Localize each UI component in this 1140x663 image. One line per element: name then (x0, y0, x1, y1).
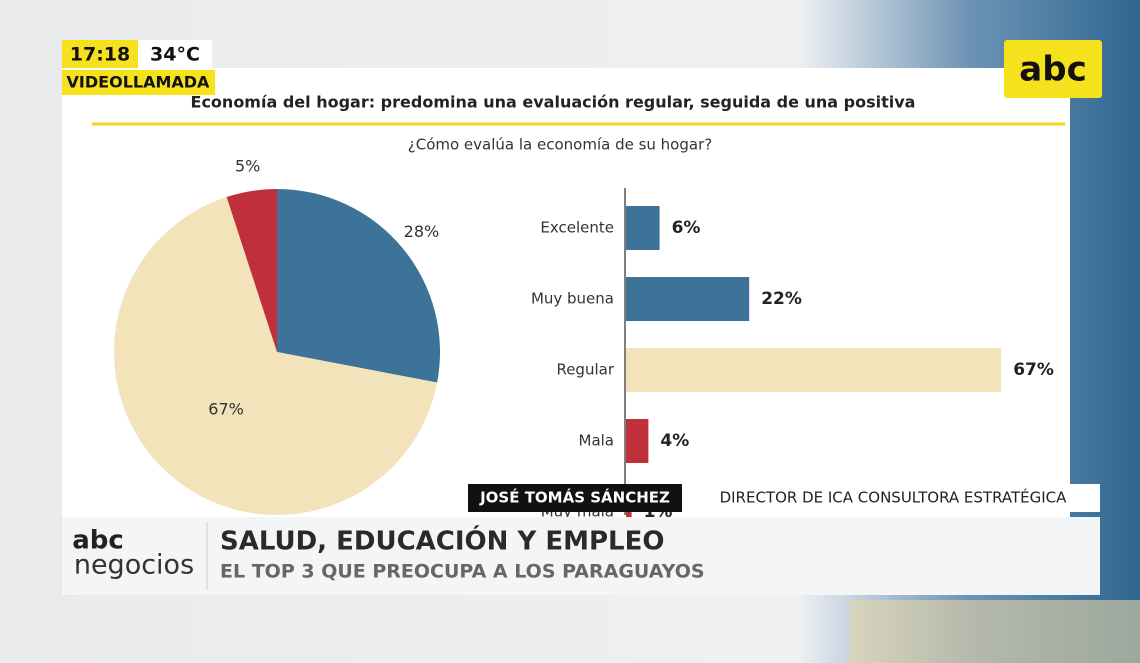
temperature-box (138, 40, 212, 68)
guest-role: DIRECTOR DE ICA CONSULTORA ESTRATÉGICA (720, 488, 1068, 507)
background-blur (850, 600, 1140, 663)
value-label: 22% (761, 289, 802, 309)
mode: VIDEOLLAMADA (67, 73, 211, 92)
temperature: 34°C (150, 44, 200, 66)
pie-label: 67% (208, 399, 244, 418)
category-label: Mala (579, 432, 615, 450)
bar (626, 419, 649, 463)
pie-slice (114, 196, 438, 515)
bar (626, 348, 1002, 392)
brand-section: negocios (74, 550, 194, 581)
guest-name-box (468, 484, 682, 512)
bar (626, 206, 660, 250)
charts: 28% 67% 5% Excelente 6% Muy buena 22% Regular 67… (114, 156, 1054, 534)
slide-title: Economía del hogar: predomina una evalua… (191, 93, 916, 112)
guest-name: JOSÉ TOMÁS SÁNCHEZ (479, 488, 670, 507)
headline: SALUD, EDUCACIÓN Y EMPLEO (220, 525, 664, 557)
pie-slice (277, 189, 440, 383)
bar (626, 277, 750, 321)
category-label: Excelente (540, 219, 614, 237)
pie-label: 28% (404, 222, 440, 241)
subheadline: EL TOP 3 QUE PREOCUPA A LOS PARAGUAYOS (220, 561, 705, 583)
slide-subtitle: ¿Cómo evalúa la economía de su hogar? (408, 136, 712, 154)
logo-box (1004, 40, 1102, 98)
category-label: Muy buena (531, 290, 614, 308)
guest-role-box (682, 484, 1100, 512)
logo: abc (1019, 50, 1086, 90)
brand-logo: abc (72, 526, 124, 556)
pie-slice (226, 189, 277, 352)
mode-box (62, 70, 215, 95)
time: 17:18 (70, 44, 130, 66)
value-label: 6% (672, 218, 701, 238)
value-label: 4% (660, 431, 689, 451)
lower-third (62, 517, 1100, 595)
value-label: 67% (1013, 360, 1054, 380)
time-box (62, 40, 138, 68)
pie-label: 5% (235, 156, 260, 175)
category-label: Regular (556, 361, 614, 379)
